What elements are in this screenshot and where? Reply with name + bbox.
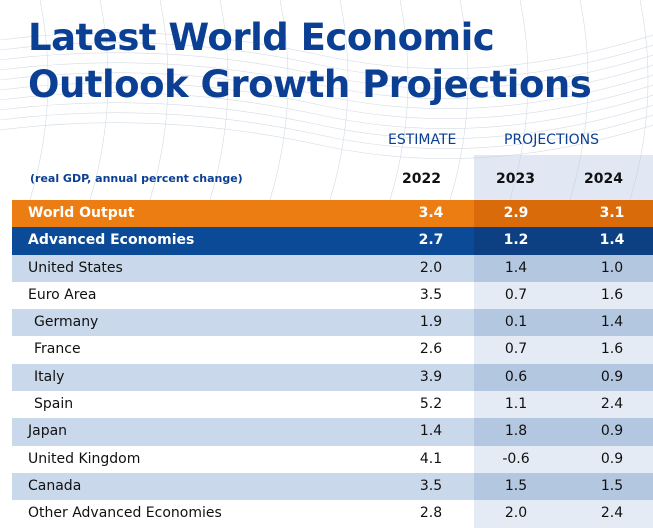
value-2023: 0.7 bbox=[504, 341, 528, 358]
year-2023-header: 2023 bbox=[496, 171, 535, 187]
value-2022: 2.8 bbox=[419, 505, 443, 522]
table-row-spain: Spain 5.2 1.1 2.4 bbox=[12, 391, 653, 419]
value-2023: 0.6 bbox=[504, 368, 528, 385]
value-2022: 4.1 bbox=[419, 450, 443, 467]
table-row-united-kingdom: United Kingdom 4.1 -0.6 0.9 bbox=[12, 445, 653, 473]
value-2023: 1.2 bbox=[503, 232, 529, 249]
row-projection-band bbox=[474, 309, 653, 337]
year-2024-header: 2024 bbox=[584, 171, 623, 187]
value-2023: -0.6 bbox=[502, 450, 530, 467]
row-label: Spain bbox=[34, 396, 74, 413]
value-2022: 3.9 bbox=[419, 368, 443, 385]
page-title: Latest World Economic Outlook Growth Pro… bbox=[28, 14, 592, 108]
value-2023: 2.9 bbox=[503, 205, 529, 221]
table-row-germany: Germany 1.9 0.1 1.4 bbox=[12, 309, 653, 337]
value-2023: 0.7 bbox=[504, 286, 528, 303]
row-label: Canada bbox=[28, 477, 82, 494]
table-row-italy: Italy 3.9 0.6 0.9 bbox=[12, 363, 653, 392]
growth-projections-table: World Output 3.4 2.9 3.1 Advanced Econom… bbox=[12, 200, 653, 528]
value-2023: 1.1 bbox=[504, 396, 528, 413]
table-row-canada: Canada 3.5 1.5 1.5 bbox=[12, 472, 653, 501]
row-label: France bbox=[34, 341, 81, 358]
row-label: United Kingdom bbox=[28, 450, 141, 467]
value-2022: 5.2 bbox=[419, 396, 443, 413]
table-row-euro-area: Euro Area 3.5 0.7 1.6 bbox=[12, 281, 653, 310]
value-2023: 2.0 bbox=[504, 505, 528, 522]
value-2022: 3.4 bbox=[418, 205, 444, 221]
value-2024: 1.6 bbox=[600, 286, 624, 303]
row-label: Advanced Economies bbox=[28, 232, 195, 249]
value-2023: 1.8 bbox=[504, 423, 528, 440]
table-row-advanced-economies: Advanced Economies 2.7 1.2 1.4 bbox=[12, 227, 653, 255]
row-projection-band bbox=[474, 418, 653, 446]
value-2024: 1.5 bbox=[600, 477, 624, 494]
row-projection-band bbox=[474, 500, 653, 528]
row-projection-band bbox=[474, 254, 653, 282]
row-label: United States bbox=[28, 259, 123, 276]
table-row-france: France 2.6 0.7 1.6 bbox=[12, 336, 653, 364]
value-2024: 1.4 bbox=[600, 314, 624, 331]
row-projection-band bbox=[474, 227, 653, 255]
row-label: Euro Area bbox=[28, 286, 97, 303]
row-label: Other Advanced Economies bbox=[28, 505, 222, 522]
value-2023: 0.1 bbox=[504, 314, 528, 331]
value-2024: 1.4 bbox=[599, 232, 625, 249]
row-projection-band bbox=[474, 391, 653, 419]
value-2022: 2.7 bbox=[418, 232, 444, 249]
row-label: Japan bbox=[28, 423, 68, 440]
row-projection-band bbox=[474, 363, 653, 392]
value-2022: 1.9 bbox=[419, 314, 443, 331]
value-2024: 2.4 bbox=[600, 505, 624, 522]
background-mesh-pattern bbox=[0, 0, 653, 200]
row-projection-band bbox=[474, 336, 653, 364]
value-2024: 1.6 bbox=[600, 341, 624, 358]
value-2022: 1.4 bbox=[419, 423, 443, 440]
value-2022: 3.5 bbox=[419, 286, 443, 303]
table-row-world-output: World Output 3.4 2.9 3.1 bbox=[12, 200, 653, 228]
value-2023: 1.5 bbox=[504, 477, 528, 494]
row-projection-band bbox=[474, 472, 653, 501]
value-2024: 1.0 bbox=[600, 259, 624, 276]
row-projection-band bbox=[474, 281, 653, 310]
title-line-1: Latest World Economic bbox=[28, 16, 495, 59]
value-2022: 3.5 bbox=[419, 477, 443, 494]
value-2022: 2.0 bbox=[419, 259, 443, 276]
title-line-2: Outlook Growth Projections bbox=[28, 63, 592, 106]
table-subtitle: (real GDP, annual percent change) bbox=[30, 172, 243, 185]
value-2024: 2.4 bbox=[600, 396, 624, 413]
value-2024: 3.1 bbox=[599, 205, 625, 221]
value-2024: 0.9 bbox=[600, 450, 624, 467]
value-2022: 2.6 bbox=[419, 341, 443, 358]
row-label: Italy bbox=[34, 368, 65, 385]
row-projection-band bbox=[474, 200, 653, 228]
row-label: World Output bbox=[28, 205, 135, 221]
row-projection-band bbox=[474, 445, 653, 473]
projections-header: PROJECTIONS bbox=[504, 132, 599, 148]
table-row-united-states: United States 2.0 1.4 1.0 bbox=[12, 254, 653, 282]
value-2024: 0.9 bbox=[600, 423, 624, 440]
value-2024: 0.9 bbox=[600, 368, 624, 385]
estimate-header: ESTIMATE bbox=[388, 132, 457, 148]
table-row-japan: Japan 1.4 1.8 0.9 bbox=[12, 418, 653, 446]
table-row-other-advanced-economies: Other Advanced Economies 2.8 2.0 2.4 bbox=[12, 500, 653, 528]
row-label: Germany bbox=[34, 314, 99, 331]
value-2023: 1.4 bbox=[504, 259, 528, 276]
year-2022-header: 2022 bbox=[402, 171, 441, 187]
